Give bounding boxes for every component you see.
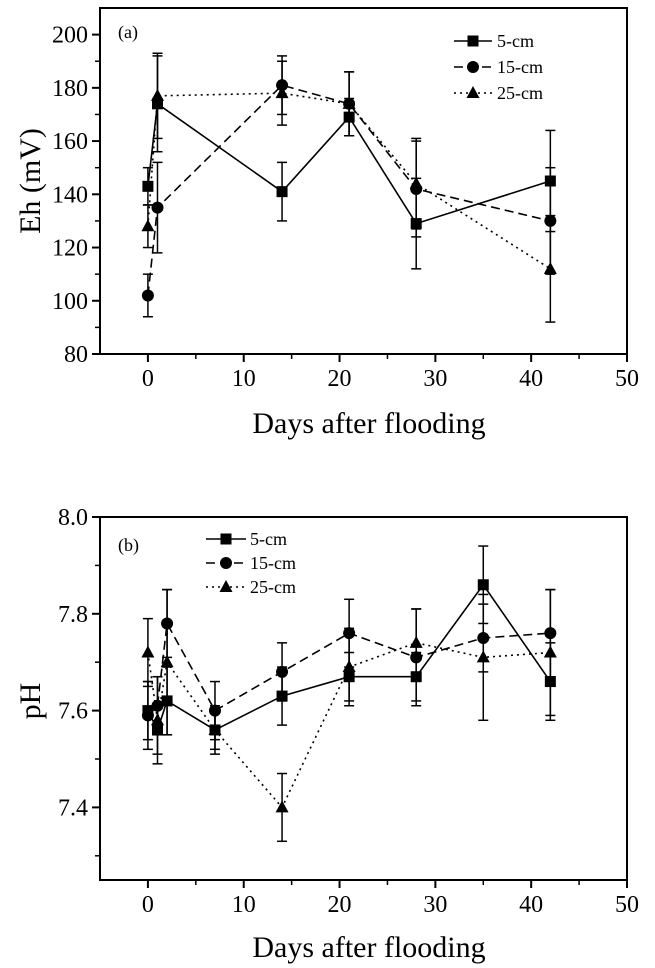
- legend-marker: [467, 61, 479, 73]
- legend-entry-15-cm-b: 15-cm: [206, 553, 296, 573]
- y-tick-label: 7.4: [58, 795, 88, 821]
- data-point: [141, 709, 154, 722]
- x-tick-label: 30: [423, 366, 447, 392]
- series-25-cm-a: [141, 52, 557, 323]
- panel-label-a: (a): [118, 22, 138, 43]
- data-point: [476, 650, 490, 663]
- legend-label: 5-cm: [497, 31, 534, 51]
- panel-a-eh-chart: (a) Days after flooding Eh (mV) 0 10 20 30 4…: [14, 7, 639, 440]
- x-tick-label: 20: [328, 892, 352, 918]
- legend-marker: [220, 533, 232, 545]
- y-tick-label: 7.6: [58, 699, 88, 725]
- data-point: [543, 261, 557, 274]
- legend-entry-15-cm-a: 15-cm: [454, 57, 543, 77]
- series-line: [147, 84, 551, 296]
- legend-entry-5-cm-b: 5-cm: [206, 529, 287, 549]
- legend-entry-25-cm-b: 25-cm: [206, 577, 296, 597]
- y-axis-ticks-b: 7.4 7.6 7.8 8.0: [58, 505, 100, 857]
- x-tick-label: 20: [328, 366, 352, 392]
- series-25-cm-b: [141, 588, 557, 843]
- data-point: [151, 201, 164, 214]
- legend-entry-5-cm-a: 5-cm: [454, 31, 534, 51]
- x-tick-label: 30: [423, 892, 447, 918]
- legend-marker: [219, 580, 233, 592]
- data-point: [275, 86, 289, 99]
- data-point: [150, 713, 164, 726]
- y-tick-label: 80: [64, 342, 88, 368]
- y-tick-label: 160: [52, 129, 88, 155]
- legend-label: 15-cm: [497, 57, 543, 77]
- y-axis-title-a: Eh (mV): [14, 128, 47, 234]
- x-tick-label: 40: [519, 892, 543, 918]
- data-point: [150, 88, 164, 101]
- x-axis-title-a: Days after flooding: [252, 407, 485, 440]
- y-tick-label: 100: [52, 289, 88, 315]
- data-point: [142, 180, 154, 192]
- data-point: [543, 645, 557, 658]
- panel-b-ph-chart: (b) Days after flooding pH 0 10 20 30 40 50 7.…: [14, 505, 639, 964]
- data-point: [276, 186, 288, 198]
- panel-label-b: (b): [118, 535, 139, 556]
- data-point: [141, 219, 155, 232]
- x-tick-label: 50: [615, 366, 639, 392]
- data-point: [342, 96, 356, 109]
- legend-label: 15-cm: [250, 553, 296, 573]
- data-point: [477, 579, 489, 591]
- plot-frame-a: [99, 7, 628, 355]
- legend-label: 5-cm: [250, 529, 287, 549]
- data-point: [160, 655, 174, 668]
- y-axis-ticks-a: 80 100 120 140 160 180 200: [52, 23, 100, 368]
- legend-label: 25-cm: [250, 577, 296, 597]
- x-axis-ticks-a: 0 10 20 30 40 50: [142, 354, 639, 392]
- y-tick-label: 7.8: [58, 602, 88, 628]
- x-tick-label: 0: [142, 366, 154, 392]
- legend-marker: [220, 557, 232, 569]
- legend-entry-25-cm-a: 25-cm: [454, 83, 543, 103]
- series-line: [147, 92, 551, 270]
- legend-label: 25-cm: [497, 83, 543, 103]
- data-point: [276, 665, 289, 678]
- x-tick-label: 10: [232, 892, 256, 918]
- legend-marker: [467, 35, 479, 47]
- x-axis-ticks-b: 0 10 20 30 40 50: [142, 880, 639, 918]
- x-axis-title-b: Days after flooding: [252, 931, 485, 964]
- y-axis-title-b: pH: [14, 683, 47, 720]
- x-tick-label: 50: [615, 892, 639, 918]
- x-tick-label: 40: [519, 366, 543, 392]
- data-point: [409, 635, 423, 648]
- y-tick-label: 120: [52, 236, 88, 262]
- y-tick-label: 140: [52, 182, 88, 208]
- y-tick-label: 180: [52, 76, 88, 102]
- data-point: [342, 660, 356, 673]
- data-point: [275, 800, 289, 813]
- data-point: [409, 176, 423, 189]
- data-point: [141, 645, 155, 658]
- legend-marker: [466, 86, 480, 98]
- data-point: [141, 289, 154, 302]
- x-tick-label: 10: [232, 366, 256, 392]
- y-tick-label: 8.0: [58, 505, 88, 531]
- plot-frame-b: [99, 516, 628, 881]
- y-tick-label: 200: [52, 23, 88, 49]
- x-tick-label: 0: [142, 892, 154, 918]
- data-point: [208, 722, 222, 735]
